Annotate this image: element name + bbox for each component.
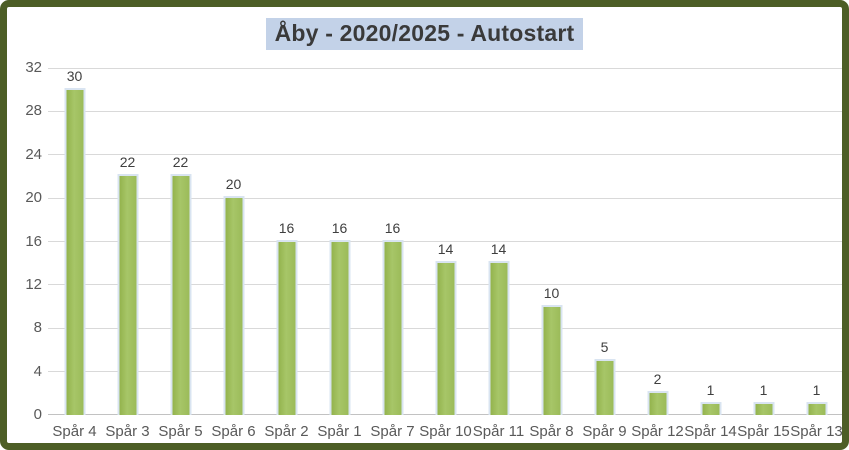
bar-column: 14 (472, 68, 525, 415)
bar-value-label: 16 (331, 219, 348, 236)
plot-area: 0 4 8 12 16 20 24 28 32 30 22 22 20 16 16 16 14 14 10 5 2 1 1… (25, 59, 842, 423)
bar[interactable] (700, 402, 721, 415)
xtick-label: Spår 4 (52, 423, 97, 440)
bar-column: 16 (366, 68, 419, 415)
ytick-label: 24 (25, 145, 42, 163)
bar-column: 20 (207, 68, 260, 415)
bar[interactable] (382, 239, 403, 415)
xtick-label: Spår 5 (158, 423, 203, 440)
gridline (48, 197, 842, 199)
bar-value-label: 16 (384, 219, 401, 236)
gridline (48, 154, 842, 156)
bar-value-label: 30 (66, 67, 83, 84)
ytick-label: 28 (25, 102, 42, 120)
bar[interactable] (117, 174, 138, 415)
bar-value-label: 22 (172, 154, 189, 171)
bar[interactable] (541, 304, 562, 415)
bar-column: 16 (313, 68, 366, 415)
ytick-label: 32 (25, 59, 42, 76)
bar[interactable] (435, 261, 456, 415)
bar-series: 30 22 22 20 16 16 16 14 14 10 5 2 1 1 1 (48, 68, 842, 415)
bar-column: 5 (578, 68, 631, 415)
ytick-label: 20 (25, 189, 42, 207)
bar-value-label: 5 (600, 338, 609, 355)
bar-column: 16 (260, 68, 313, 415)
bar-column: 14 (419, 68, 472, 415)
xtick-label: Spår 9 (582, 423, 627, 440)
chart-title[interactable]: Åby - 2020/2025 - Autostart (265, 18, 584, 51)
bar-column: 30 (48, 68, 101, 415)
xtick-label: Spår 13 (790, 423, 843, 440)
bar-column: 22 (101, 68, 154, 415)
bar[interactable] (329, 239, 350, 415)
bar-column: 1 (684, 68, 737, 415)
xtick-label: Spår 7 (370, 423, 415, 440)
xtick-label: Spår 6 (211, 423, 256, 440)
bar-value-label: 22 (119, 154, 136, 171)
bar-value-label: 10 (543, 284, 560, 301)
gridline (48, 67, 842, 69)
xtick-label: Spår 1 (317, 423, 362, 440)
xtick-label: Spår 14 (684, 423, 737, 440)
bar[interactable] (806, 402, 827, 415)
ytick-label: 8 (33, 319, 42, 337)
bar-column: 1 (790, 68, 842, 415)
bar-column: 10 (525, 68, 578, 415)
bar[interactable] (223, 196, 244, 415)
bar-value-label: 1 (706, 382, 715, 399)
xtick-label: Spår 12 (631, 423, 684, 440)
ytick-label: 12 (25, 275, 42, 293)
gridline (48, 241, 842, 242)
bar-value-label: 16 (278, 219, 295, 236)
bar-value-label: 14 (437, 241, 454, 258)
bar-value-label: 20 (225, 176, 242, 193)
bar[interactable] (64, 87, 85, 415)
xtick-label: Spår 15 (737, 423, 790, 440)
ytick-label: 4 (33, 362, 42, 380)
ytick-label: 0 (33, 406, 42, 423)
bar-value-label: 1 (812, 382, 821, 399)
xaxis-labels: Spår 4 Spår 3 Spår 5 Spår 6 Spår 2 Spår 1 Spår… (48, 423, 843, 440)
bar-column: 1 (737, 68, 790, 415)
xtick-label: Spår 2 (264, 423, 309, 440)
xtick-label: Spår 11 (472, 423, 525, 440)
xtick-label: Spår 8 (529, 423, 574, 440)
bar[interactable] (594, 358, 615, 415)
gridline (48, 110, 842, 112)
bar[interactable] (753, 402, 774, 415)
bar[interactable] (647, 391, 668, 415)
bar[interactable] (276, 239, 297, 415)
bar-value-label: 1 (759, 382, 768, 399)
xtick-label: Spår 3 (105, 423, 150, 440)
bar[interactable] (170, 174, 191, 415)
bar-column: 2 (631, 68, 684, 415)
bar-value-label: 14 (490, 241, 507, 258)
bar[interactable] (488, 261, 509, 415)
bar-column: 22 (154, 68, 207, 415)
ytick-label: 16 (25, 232, 42, 250)
bar-value-label: 2 (653, 371, 662, 388)
xtick-label: Spår 10 (419, 423, 472, 440)
chart-title-wrap: Åby - 2020/2025 - Autostart (7, 18, 842, 51)
